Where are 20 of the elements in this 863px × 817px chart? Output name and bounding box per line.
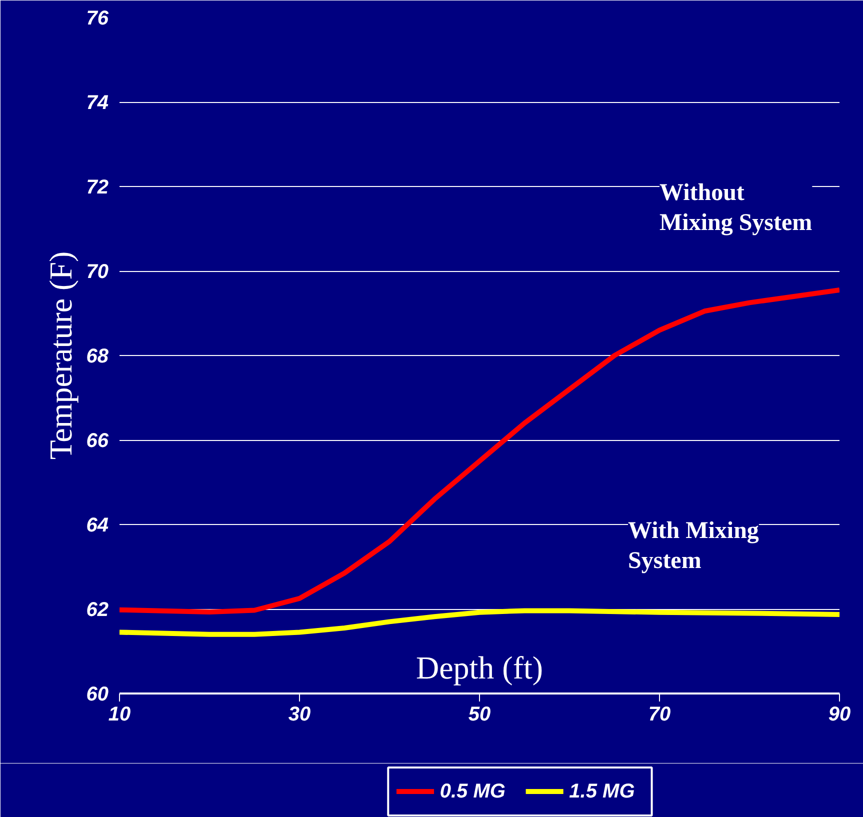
x-tick-label: 90	[828, 704, 851, 726]
y-tick-label: 72	[86, 176, 109, 198]
y-tick-label: 74	[86, 92, 109, 114]
y-tick-label: 62	[86, 599, 109, 621]
y-tick-label: 76	[86, 8, 110, 30]
y-tick-label: 64	[86, 514, 109, 536]
annotation: With Mixing System	[628, 518, 759, 574]
legend-label: 0.5 MG	[440, 780, 506, 802]
y-tick-label: 68	[86, 346, 110, 368]
y-tick-label: 70	[86, 261, 109, 283]
y-axis-title: Temperature (F)	[42, 251, 78, 460]
x-tick-label: 10	[108, 704, 131, 726]
x-axis-title: Depth (ft)	[416, 650, 544, 686]
x-tick-label: 30	[288, 704, 311, 726]
x-tick-label: 50	[468, 704, 491, 726]
annotation: Without Mixing System	[660, 180, 812, 236]
x-tick-label: 70	[648, 704, 671, 726]
legend-label: 1.5 MG	[569, 780, 635, 802]
y-tick-label: 60	[86, 684, 109, 706]
y-tick-label: 66	[86, 430, 110, 452]
